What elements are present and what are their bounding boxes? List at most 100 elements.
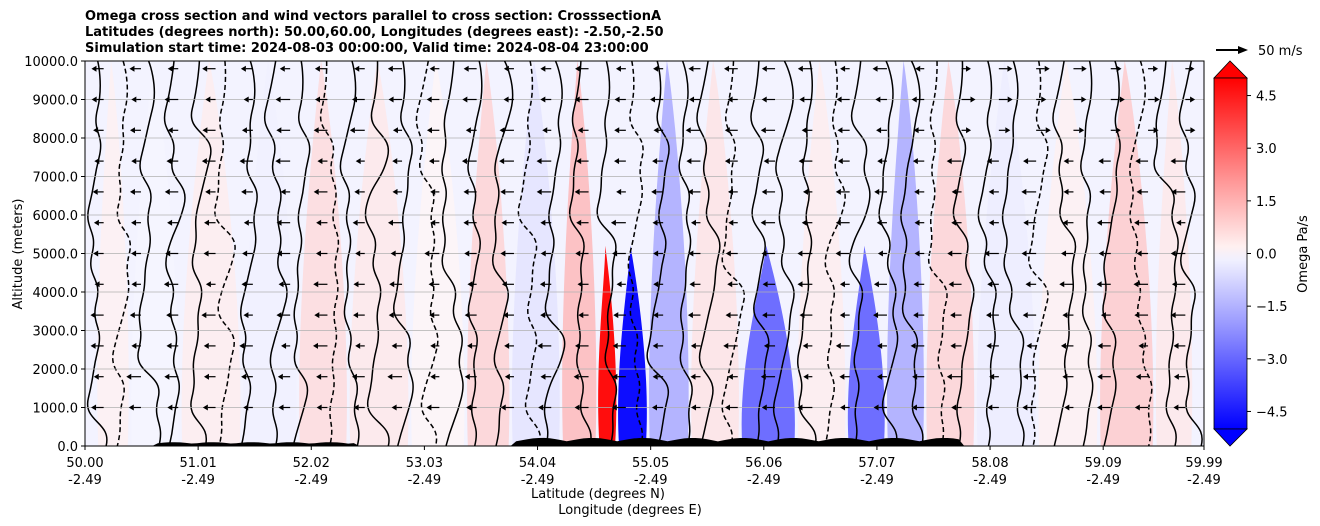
wind-vector-head [576, 219, 582, 226]
wind-vector-head [464, 250, 470, 257]
wind-vector-head [242, 250, 248, 257]
wind-vector-head [387, 373, 393, 380]
colorbar-tick-label: 1.5 [1256, 195, 1277, 210]
wind-vector-head [1062, 373, 1068, 380]
wind-vector-head [355, 250, 361, 257]
wind-vector-head [1023, 219, 1029, 226]
wind-vector-head [1190, 96, 1196, 103]
y-tick-label: 5000.0 [33, 248, 79, 263]
wind-vector-head [131, 96, 137, 103]
wind-vector-head [391, 404, 397, 411]
wind-vector-head [131, 342, 137, 349]
wind-vector-head [652, 219, 658, 226]
wind-vector-head [689, 281, 695, 288]
wind-vector-head [354, 188, 360, 195]
wind-vector-head [1136, 188, 1142, 195]
wind-vector-head [762, 312, 768, 319]
wind-vector-head [1171, 281, 1177, 288]
x-tick-label-lon: -2.49 [408, 473, 442, 488]
x-tick-label-lat: 57.07 [858, 456, 895, 471]
wind-vector-head [503, 96, 509, 103]
wind-vector-head [612, 373, 618, 380]
wind-vector-head [690, 373, 696, 380]
wind-vector-head [723, 342, 729, 349]
wind-vectors [90, 65, 1196, 411]
wind-vector-head [914, 188, 920, 195]
wind-vector-head [578, 312, 584, 319]
y-tick-label: 7000.0 [33, 171, 79, 186]
wind-vector-head [836, 96, 842, 103]
wind-vector-head [1097, 373, 1103, 380]
wind-vector-head [835, 342, 841, 349]
wind-vector-head [1081, 65, 1087, 72]
y-tick-label: 10000.0 [24, 55, 78, 70]
wind-vector-head [1007, 65, 1013, 72]
wind-vector-head [803, 373, 809, 380]
wind-vector-head [424, 250, 430, 257]
wind-vector-head [653, 127, 659, 134]
wind-vector-head [914, 250, 920, 257]
chart-title-line-2: Latitudes (degrees north): 50.00,60.00, … [85, 25, 664, 40]
colorbar-ticks: 4.5 3.0 1.5 0.0 −1.5 −3.0 −4.5 [1247, 90, 1288, 420]
wind-vector-head [1116, 65, 1122, 72]
wind-vector-head [501, 281, 507, 288]
wind-vector-head [574, 342, 580, 349]
wind-vector-head [428, 281, 434, 288]
contour-line [1028, 61, 1049, 446]
wind-vector-head [465, 127, 471, 134]
wind-vector-head [873, 281, 879, 288]
wind-vector-head [653, 281, 659, 288]
wind-vector-head [1044, 65, 1050, 72]
x-tick-label-lon: -2.49 [1086, 473, 1120, 488]
wind-vector-head [202, 127, 208, 134]
wind-vector-head [653, 312, 659, 319]
wind-vector-head [90, 342, 96, 349]
y-axis-label: Altitude (meters) [11, 199, 26, 310]
x-tick-label-lat: 59.99 [1185, 456, 1222, 471]
wind-vector-head [430, 373, 436, 380]
wind-vector-head [462, 96, 468, 103]
x-tick-label-lon: -2.49 [1187, 473, 1221, 488]
x-tick-label-lon: -2.49 [747, 473, 781, 488]
wind-vector-head [1022, 404, 1028, 411]
wind-vector-head [164, 373, 170, 380]
colorbar-tick-label: 0.0 [1256, 248, 1277, 263]
wind-vector-head [837, 158, 843, 165]
wind-vector-head [464, 312, 470, 319]
wind-vector-head [616, 188, 622, 195]
wind-vector-head [313, 342, 319, 349]
wind-vector-head [500, 250, 506, 257]
wind-vector-head [276, 250, 282, 257]
contour-line [517, 61, 542, 446]
wind-vector-head [835, 219, 841, 226]
wind-vector-head [202, 65, 208, 72]
wind-vector-head [430, 188, 436, 195]
wind-vector-head [461, 158, 467, 165]
wind-vector-head [167, 404, 173, 411]
wind-vector-head [760, 219, 766, 226]
wind-vector-head [428, 158, 434, 165]
contour-line [824, 61, 846, 446]
wind-vector-head [430, 219, 436, 226]
colorbar-extend-min [1213, 428, 1248, 447]
wind-vector-head [802, 342, 808, 349]
wind-vector-head [540, 312, 546, 319]
wind-vector-head [129, 312, 135, 319]
wind-vector-head [1098, 250, 1104, 257]
wind-vector-head [727, 96, 733, 103]
wind-vector-head [466, 404, 472, 411]
wind-vector-head [1115, 127, 1121, 134]
x-tick-label-lon: -2.49 [521, 473, 555, 488]
wind-vector-head [499, 158, 505, 165]
wind-vector-head [430, 342, 436, 349]
wind-vector-head [760, 373, 766, 380]
y-tick-label: 9000.0 [33, 94, 79, 109]
wind-vector-head [1133, 281, 1139, 288]
wind-vector-head [205, 281, 211, 288]
wind-vector-head [1173, 373, 1179, 380]
wind-vector-head [316, 373, 322, 380]
wind-vector-head [353, 312, 359, 319]
wind-vector-head [877, 158, 883, 165]
wind-vector-head [504, 342, 510, 349]
wind-vector-head [1061, 250, 1067, 257]
